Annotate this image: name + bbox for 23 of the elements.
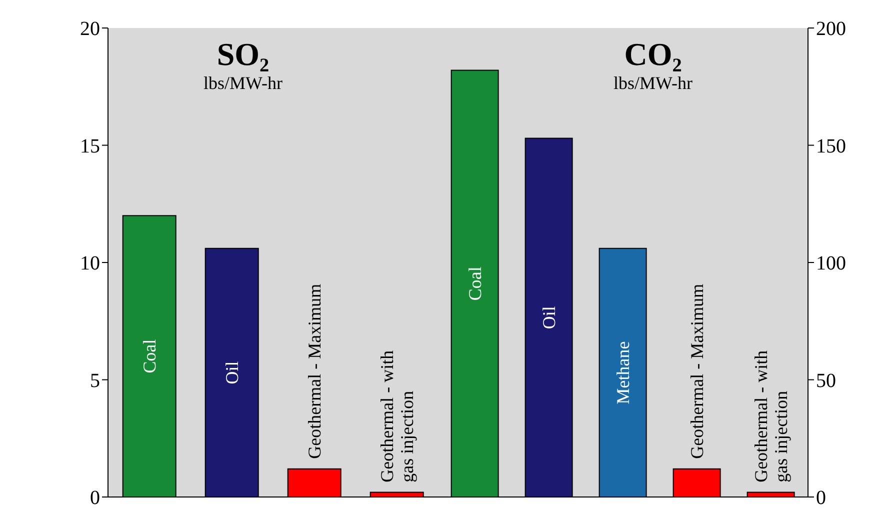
y-tick-label: 0 [90,487,100,510]
y2-tick-label: 150 [816,135,846,158]
x-tick-label: Oil [222,361,242,384]
x-tick-label: Coal [464,266,485,301]
x-tick-label: Geothermal - with gas injection [376,350,417,482]
text: lbs/MW-hr [202,73,284,94]
y2-tick-label: 200 [816,18,846,40]
x-tick-label: Geothermal - Maximum [304,284,324,459]
chart-title: SO₂ [216,36,270,72]
y-tick-label: 20 [80,18,100,40]
y2-tick-label: 50 [816,370,836,392]
x-tick-label: Coal [139,339,160,374]
x-tick-label: Geothermal - with gas injection [750,350,791,482]
x-tick-label: Oil [538,306,559,330]
y2-tick-label: 0 [816,487,826,510]
y-tick-label: 5 [90,370,100,392]
text: lbs/MW-hr [612,73,694,94]
y-tick-label: 15 [80,135,100,158]
chart-title: CO₂ [624,36,682,72]
x-tick-label: Geothermal - Maximum [686,284,707,459]
x-tick-label: Methane [612,341,633,404]
y-tick-label: 10 [80,252,100,275]
y2-tick-label: 100 [816,252,846,275]
